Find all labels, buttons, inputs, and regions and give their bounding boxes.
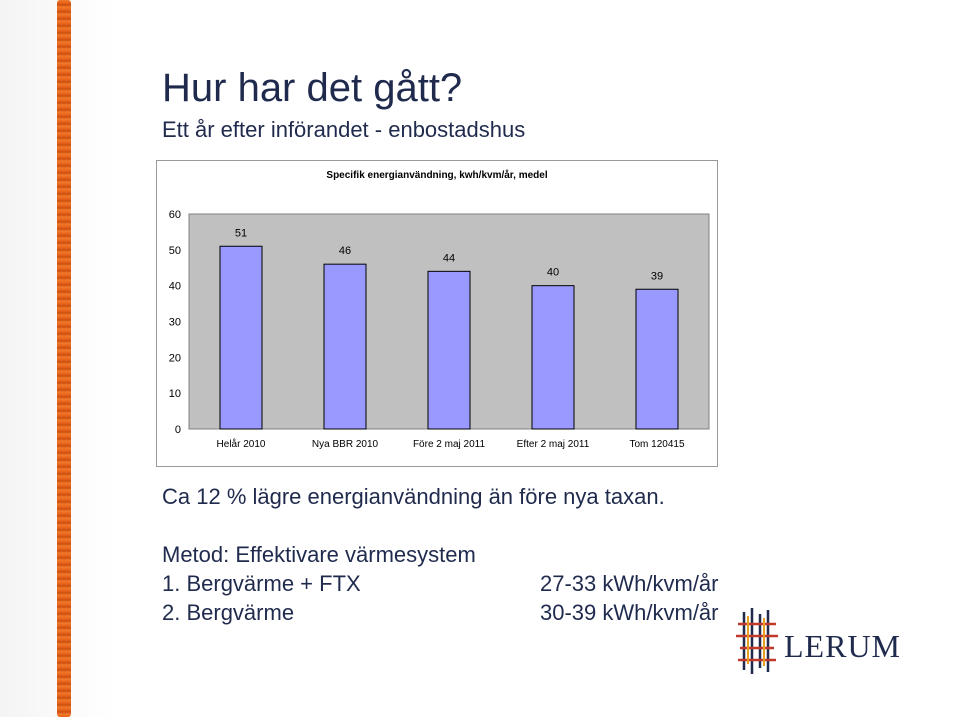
data-label: 46 bbox=[339, 245, 351, 257]
y-tick-label: 20 bbox=[169, 352, 181, 364]
data-label: 51 bbox=[235, 227, 247, 239]
decorative-rope-strip bbox=[57, 0, 71, 717]
method-2-label: 2. Bergvärme bbox=[162, 600, 295, 625]
slide-title: Hur har det gått? bbox=[162, 66, 463, 110]
bar bbox=[323, 263, 367, 430]
logo-wordmark: LERUM bbox=[784, 628, 901, 664]
y-tick-label: 10 bbox=[169, 388, 181, 400]
bar bbox=[531, 285, 575, 430]
y-tick-label: 60 bbox=[169, 209, 181, 221]
y-tick-label: 50 bbox=[169, 245, 181, 257]
chart-container: Specifik energianvändning, kwh/kvm/år, m… bbox=[156, 160, 718, 467]
x-tick-label: Tom 120415 bbox=[629, 439, 684, 450]
x-tick-label: Helår 2010 bbox=[217, 438, 266, 450]
bar bbox=[427, 270, 471, 430]
y-tick-label: 0 bbox=[175, 424, 181, 436]
slide-subtitle: Ett år efter införandet - enbostadshus bbox=[162, 117, 526, 142]
data-label: 44 bbox=[443, 252, 455, 264]
data-label: 40 bbox=[547, 267, 559, 279]
conclusion-text: Ca 12 % lägre energianvändning än före n… bbox=[162, 484, 665, 509]
method-2-range: 30-39 kWh/kvm/år bbox=[540, 600, 719, 625]
bar bbox=[635, 288, 679, 430]
y-tick-label: 30 bbox=[169, 317, 181, 329]
x-tick-label: Nya BBR 2010 bbox=[312, 439, 379, 450]
lerum-emblem-icon bbox=[736, 608, 778, 674]
x-tick-label: Efter 2 maj 2011 bbox=[517, 439, 590, 450]
bar-chart: Specifik energianvändning, kwh/kvm/år, m… bbox=[169, 169, 710, 450]
method-heading: Metod: Effektivare värmesystem bbox=[162, 542, 476, 567]
method-1-label: 1. Bergvärme + FTX bbox=[162, 571, 361, 596]
data-label: 39 bbox=[651, 270, 663, 282]
chart-title: Specifik energianvändning, kwh/kvm/år, m… bbox=[326, 169, 547, 181]
bar bbox=[219, 245, 263, 430]
x-tick-label: Före 2 maj 2011 bbox=[413, 439, 486, 450]
method-1-range: 27-33 kWh/kvm/år bbox=[540, 571, 719, 596]
y-tick-label: 40 bbox=[169, 281, 181, 293]
lerum-logo: LERUM bbox=[734, 606, 914, 686]
